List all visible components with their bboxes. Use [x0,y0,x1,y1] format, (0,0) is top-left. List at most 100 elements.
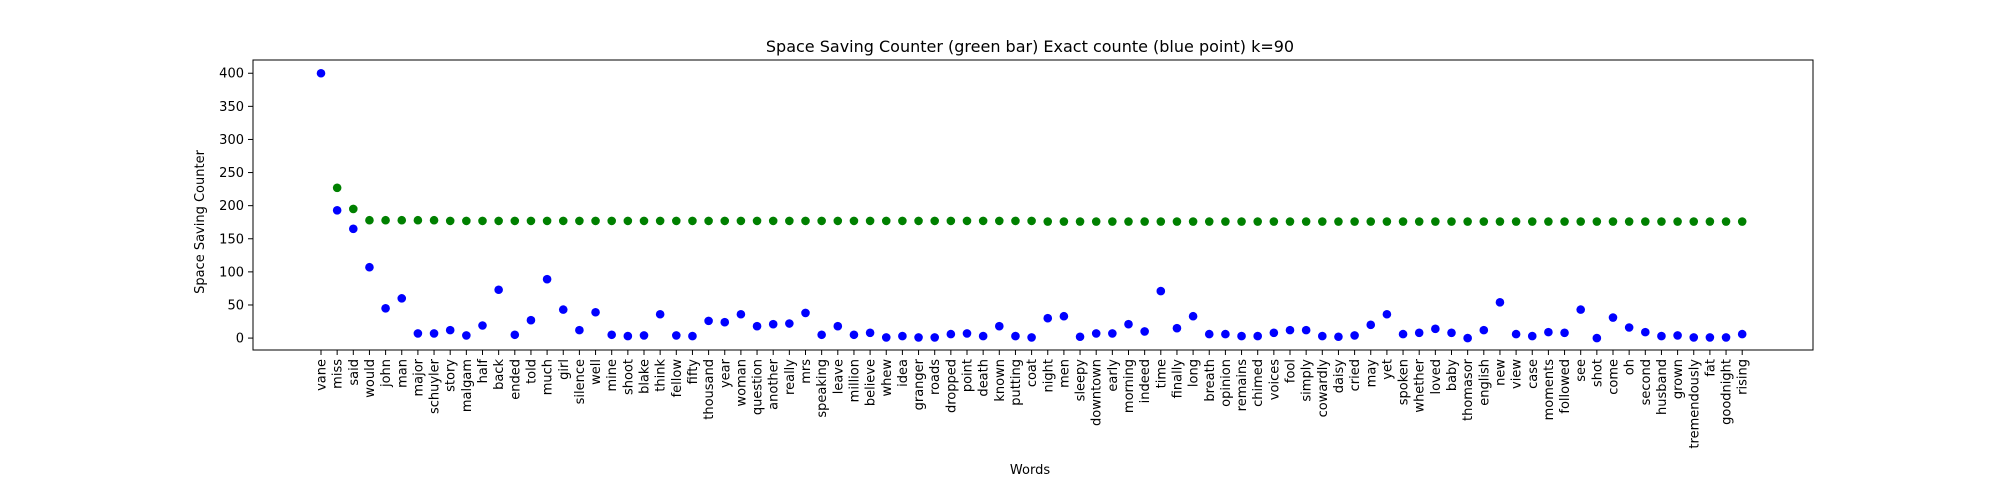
x-tick-label: cried [1348,359,1363,391]
x-tick-label: speaking [815,359,830,418]
exact-count-point [478,321,487,330]
space-saving-point [607,216,616,226]
space-saving-point [995,216,1004,226]
exact-count-point [1108,329,1117,338]
exact-count-point [381,303,390,313]
space-saving-point [1172,217,1182,226]
exact-count-point [526,315,536,325]
x-tick-label: really [783,359,798,395]
space-saving-point [1592,217,1602,226]
exact-count-point [591,307,600,317]
x-tick-label: believe [864,359,879,406]
x-tick-label: second [1639,359,1654,405]
space-saving-point [1285,217,1295,226]
space-saving-point [1527,217,1537,226]
exact-count-point [768,319,778,329]
exact-count-point [704,316,713,326]
exact-count-point [365,262,374,272]
space-saving-point [478,216,487,226]
x-tick-label: case [1526,359,1541,389]
x-tick-label: moments [1542,359,1557,421]
x-tick-label: oh [1623,359,1638,375]
space-saving-point [833,216,843,226]
plot-area [316,68,1747,343]
exact-count-point [494,285,503,295]
x-tick-label: cowardly [1316,359,1331,418]
exact-count-point [688,331,697,341]
x-tick-label: coat [1025,359,1040,387]
exact-count-point [542,274,552,284]
exact-count-point [1705,333,1715,342]
space-saving-point [1463,217,1472,226]
space-saving-point [445,216,455,226]
x-tick-label: voices [1267,359,1282,400]
x-tick-label: come [1607,359,1622,395]
x-tick-label: back [492,359,507,390]
space-saving-point [962,216,972,226]
space-saving-point [688,216,697,226]
exact-count-point [1318,331,1327,341]
x-tick-label: whew [880,359,895,397]
space-saving-point [429,215,439,225]
space-saving-point [768,216,778,226]
x-tick-label: view [1510,359,1525,389]
exact-count-point [316,68,326,78]
y-tick-label: 200 [219,199,244,214]
exact-count-point [930,333,939,342]
x-tick-label: fifty [686,359,701,385]
exact-count-point [332,205,342,215]
space-saving-point [1075,217,1085,226]
space-saving-point [1188,217,1198,226]
exact-count-point [914,333,923,342]
x-tick-label: sleepy [1074,359,1089,402]
space-saving-point [801,216,810,226]
exact-count-point [752,321,762,331]
space-saving-point [881,216,891,226]
x-tick-label: followed [1558,359,1573,414]
space-saving-point [720,216,730,226]
exact-count-point [1237,331,1246,341]
x-tick-label: year [718,358,733,388]
exact-count-point [429,329,439,338]
x-tick-label: miss [331,359,346,389]
x-tick-label: story [444,359,459,392]
space-saving-point [1560,217,1569,226]
exact-count-point [1124,319,1133,329]
space-saving-point [1350,217,1359,226]
space-saving-point [381,215,390,225]
exact-count-point [349,224,358,234]
y-tick-label: 50 [227,298,244,313]
space-saving-point [752,216,762,226]
exact-count-point [849,330,859,340]
x-tick-label: simply [1300,359,1315,402]
axes-frame [252,59,1814,351]
x-tick-label: men [1057,359,1072,388]
exact-count-point [1398,329,1408,339]
y-tick-label: 300 [219,133,244,148]
exact-count-point [462,331,471,340]
exact-count-point [639,331,649,340]
x-tick-label: thousand [702,359,717,420]
space-saving-point [639,216,649,226]
space-saving-point [494,216,503,226]
space-saving-point [1398,217,1408,226]
exact-count-point [1479,325,1489,335]
x-tick-label: ended [508,359,523,400]
space-saving-point [1237,217,1246,226]
space-saving-point [413,215,423,225]
exact-count-point [817,330,826,340]
x-tick-label: new [1493,359,1508,386]
space-saving-point [526,216,536,226]
x-tick-label: mrs [799,359,814,384]
x-tick-label: major [411,358,426,396]
x-tick-label: remains [1235,359,1250,412]
space-saving-point [1091,217,1101,226]
space-saving-point [849,216,859,226]
exact-count-point [1350,331,1359,340]
space-saving-point [1511,217,1521,226]
space-saving-point [1124,217,1133,226]
x-tick-label: grown [1671,359,1686,399]
space-saving-point [575,216,584,226]
space-saving-point [1673,217,1682,226]
